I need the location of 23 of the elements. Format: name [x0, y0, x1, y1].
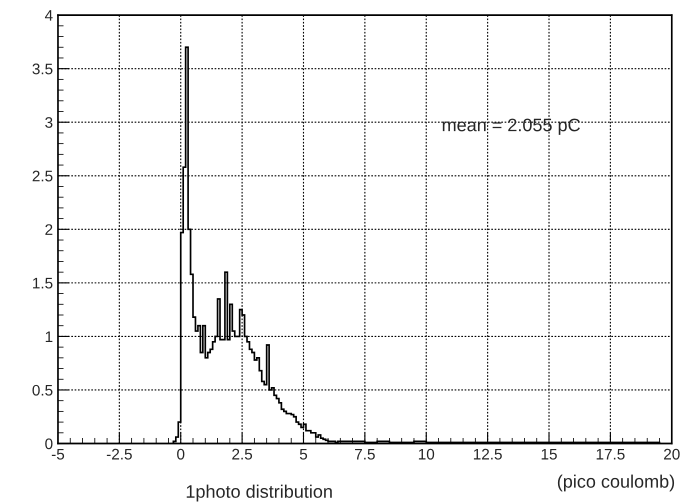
y-tick-label: 1.5 — [33, 278, 52, 289]
x-tick-label: 7.5 — [355, 448, 375, 460]
y-tick-label: 3.5 — [32, 64, 52, 74]
x-tick-label: 15 — [542, 448, 557, 460]
y-tick-label: 2.5 — [32, 170, 52, 182]
text: 1photo distribution — [186, 484, 332, 502]
x-tick-label: -2.5 — [106, 448, 132, 460]
x-tick-label: 12.5 — [474, 448, 502, 460]
y-tick-label: 4 — [44, 10, 53, 21]
y-tick-label: 3 — [45, 117, 52, 128]
x-axis-title: (pico coulomb) — [558, 474, 674, 492]
x-tick-label: 10 — [418, 448, 434, 460]
x-tick-label: 17.5 — [596, 448, 625, 460]
y-tick-label: 2 — [45, 224, 52, 235]
y-tick-label: 0.5 — [32, 384, 52, 396]
y-tick-label: 0 — [45, 438, 53, 450]
y-tick-label: 1 — [46, 331, 52, 342]
x-tick-label: 2.5 — [232, 448, 252, 460]
x-tick-label: -5 — [52, 448, 64, 460]
x-tick-label: 5 — [300, 448, 308, 460]
annotation: mean = 2.055 pC — [442, 118, 580, 135]
x-tick-label: 20 — [664, 448, 680, 460]
x-tick-label: 0 — [177, 448, 184, 460]
